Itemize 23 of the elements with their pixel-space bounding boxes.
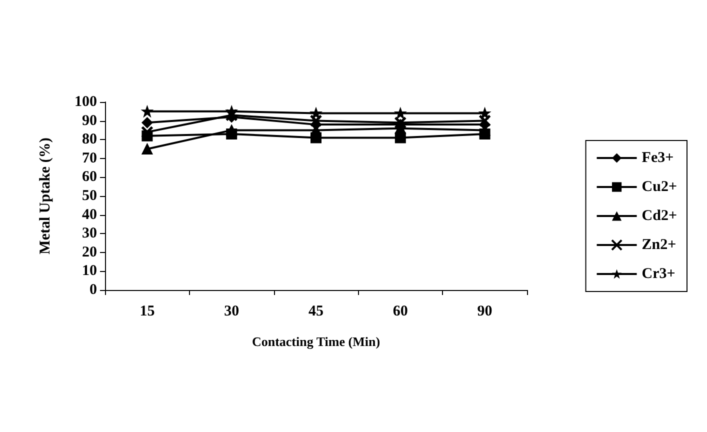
y-tick-label: 100: [74, 94, 97, 110]
x-tick-label: 15: [140, 304, 155, 320]
y-axis-title: Metal Uptake (%): [38, 138, 54, 254]
y-tick-label: 60: [82, 169, 97, 186]
x-axis-title: Contacting Time (Min): [252, 334, 380, 349]
y-tick-label: 50: [82, 188, 97, 204]
y-tick-label: 70: [82, 150, 97, 166]
y-tick-label: 40: [82, 206, 97, 223]
legend-label: Zn2+: [642, 237, 676, 253]
legend-label: Cd2+: [642, 208, 678, 224]
y-tick-label: 90: [82, 112, 97, 129]
legend-label: Fe3+: [642, 150, 674, 166]
x-tick-label: 90: [477, 304, 492, 320]
y-tick-label: 0: [90, 282, 97, 298]
y-tick-label: 30: [82, 226, 97, 242]
legend-label: Cr3+: [642, 266, 676, 282]
x-tick-label: 60: [392, 304, 408, 320]
y-tick-label: 20: [82, 244, 97, 260]
x-tick-label: 30: [224, 304, 240, 320]
legend-label: Cu2+: [642, 179, 678, 195]
y-tick-label: 10: [82, 263, 97, 280]
y-tick-label: 80: [82, 132, 97, 148]
x-tick-label: 45: [308, 304, 324, 320]
